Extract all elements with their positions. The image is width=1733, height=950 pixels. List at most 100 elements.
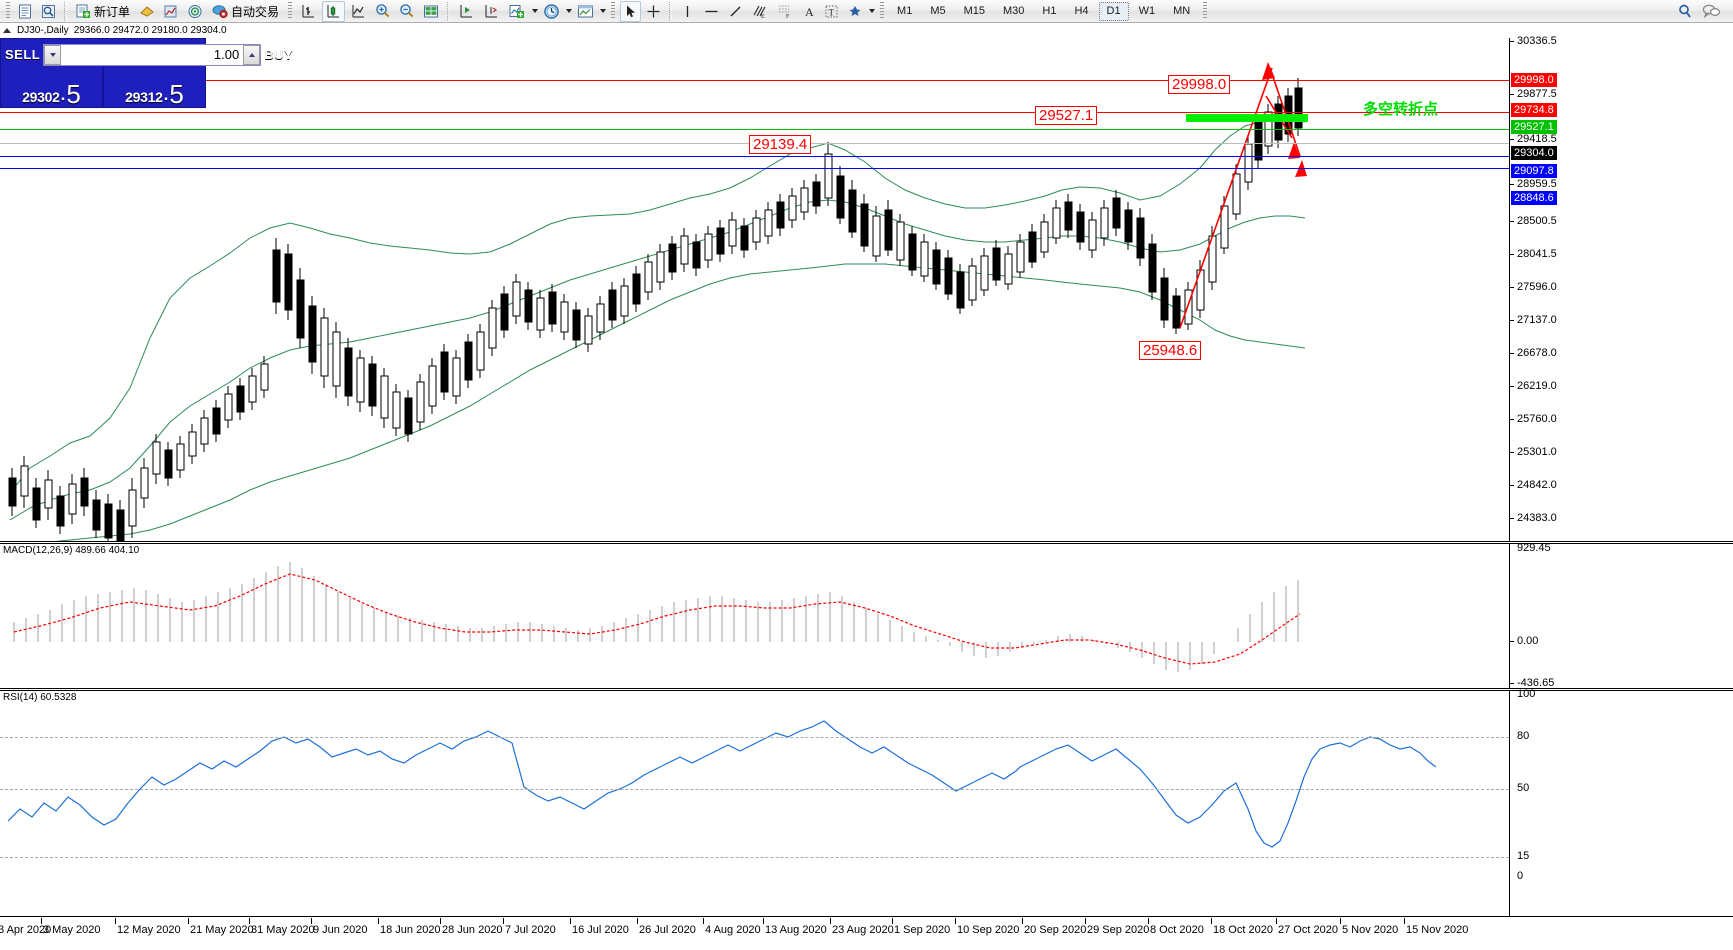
- resistance-label-29998[interactable]: 29998.0: [1168, 75, 1231, 94]
- resistance-line-29998[interactable]: [0, 80, 1509, 81]
- volume-increase-icon[interactable]: [243, 44, 261, 65]
- timeframe-m5[interactable]: M5: [930, 5, 946, 17]
- trendline-tool-icon[interactable]: [725, 1, 746, 22]
- rsi-tick-15: 15: [1517, 850, 1530, 862]
- indicators-dropdown-caret-icon[interactable]: [530, 9, 539, 13]
- svg-text:F: F: [786, 14, 790, 19]
- macd-series: [13, 562, 1301, 672]
- one-click-trading-panel: SELL BUY 29302 . 5 29312 . 5: [0, 38, 293, 108]
- support-label-29139[interactable]: 29139.4: [749, 135, 812, 154]
- toolbar-grip-4[interactable]: [611, 2, 616, 20]
- rsi-tick-0: 0: [1517, 870, 1524, 882]
- crosshair-tool-icon[interactable]: [643, 1, 664, 22]
- toolbar-grip-2[interactable]: [288, 2, 293, 20]
- turning-point-zone[interactable]: [1186, 114, 1308, 122]
- toolbar-separator-5: [669, 1, 673, 21]
- price-tick-24842: 24842.0: [1510, 479, 1557, 491]
- chat-icon[interactable]: [1699, 1, 1724, 22]
- price-tag-29998: 29998.0: [1511, 73, 1557, 87]
- market-watch-icon[interactable]: [38, 1, 59, 22]
- price-tick-26219: 26219.0: [1510, 380, 1557, 392]
- svg-text:E: E: [761, 14, 765, 19]
- candlestick-chart-icon[interactable]: [322, 0, 346, 22]
- candlestick-series: [8, 62, 1307, 541]
- main-toolbar: 新订单 自动交易: [0, 0, 1733, 23]
- low-label-25948[interactable]: 25948.6: [1139, 341, 1202, 360]
- templates-dropdown-caret-icon[interactable]: [598, 9, 607, 13]
- new-order-button[interactable]: 新订单: [72, 1, 134, 22]
- timeframe-h4[interactable]: H4: [1074, 5, 1089, 17]
- auto-scroll-icon[interactable]: [480, 1, 503, 22]
- ask-price[interactable]: 29312 . 5: [102, 67, 205, 107]
- price-scale[interactable]: 30336.5 29998.0 29877.5 29734.8 29527.1 …: [1509, 35, 1733, 656]
- new-order-label: 新订单: [94, 4, 131, 19]
- timeframe-m15[interactable]: M15: [963, 5, 985, 17]
- search-icon[interactable]: [1674, 1, 1697, 22]
- collapse-triangle-icon[interactable]: [3, 28, 11, 33]
- toolbar-grip-7[interactable]: [1203, 2, 1208, 20]
- rsi-plot[interactable]: [0, 691, 1509, 916]
- horizontal-line-tool-icon[interactable]: [700, 1, 723, 22]
- arrows-tool-icon[interactable]: [844, 1, 866, 22]
- volume-decrease-icon[interactable]: [44, 44, 62, 65]
- tile-windows-icon[interactable]: [420, 1, 442, 22]
- vertical-line-tool-icon[interactable]: [677, 1, 698, 22]
- custom-indicator-icon[interactable]: [160, 1, 182, 22]
- expert-advisor-icon[interactable]: [136, 1, 158, 22]
- text-tool-icon[interactable]: A: [798, 1, 819, 22]
- timeframe-m1[interactable]: M1: [897, 5, 913, 17]
- price-tick-25301: 25301.0: [1510, 446, 1557, 458]
- macd-scale[interactable]: 929.45 0.00 -436.65: [1509, 542, 1733, 689]
- rsi-scale[interactable]: 100 80 50 15 0: [1509, 688, 1733, 916]
- support-line-29097[interactable]: [0, 156, 1509, 157]
- macd-tick-zero: 0.00: [1510, 635, 1538, 647]
- price-tick-26678: 26678.0: [1510, 347, 1557, 359]
- bar-chart-icon[interactable]: [297, 1, 320, 22]
- zoom-in-icon[interactable]: [372, 1, 394, 22]
- fibonacci-tool-icon[interactable]: F: [773, 1, 796, 22]
- resistance-line-29734[interactable]: [0, 112, 1509, 113]
- timeframe-h1[interactable]: H1: [1042, 5, 1057, 17]
- turning-point-label[interactable]: 多空转折点: [1363, 100, 1439, 118]
- volume-stepper[interactable]: [43, 43, 262, 66]
- date-axis[interactable]: 3 Apr 2020 3 May 2020 12 May 2020 21 May…: [0, 918, 1733, 950]
- timeframe-d1[interactable]: D1: [1098, 1, 1129, 21]
- sell-button[interactable]: SELL: [5, 47, 41, 62]
- volume-input[interactable]: [61, 46, 244, 63]
- cursor-tool-icon[interactable]: [620, 0, 642, 22]
- toolbar-grip-6[interactable]: [880, 2, 885, 20]
- toolbar-grip[interactable]: [6, 2, 10, 20]
- bid-price-fraction: 5: [66, 78, 81, 109]
- price-plot[interactable]: 29139.4 29527.1 29998.0 25948.6 多空转折点: [0, 38, 1509, 541]
- chart-shift-icon[interactable]: [455, 1, 478, 22]
- period-clock-icon[interactable]: [540, 1, 563, 22]
- terminal-icon[interactable]: [15, 1, 36, 22]
- zoom-out-icon[interactable]: [396, 1, 418, 22]
- toolbar-separator: [64, 1, 67, 21]
- indicators-icon[interactable]: [505, 1, 529, 22]
- ask-price-separator: .: [163, 85, 169, 104]
- support-line-28848[interactable]: [0, 168, 1509, 169]
- rsi-tick-50: 50: [1517, 782, 1530, 794]
- auto-trading-button[interactable]: 自动交易: [208, 1, 283, 22]
- bid-price[interactable]: 29302 . 5: [1, 67, 102, 107]
- text-label-tool-icon[interactable]: T: [821, 1, 842, 22]
- templates-icon[interactable]: [574, 1, 597, 22]
- price-tick-28959: 28959.5: [1510, 178, 1557, 190]
- price-tick-24383: 24383.0: [1510, 512, 1557, 524]
- period-dropdown-caret-icon[interactable]: [564, 9, 573, 13]
- line-chart-icon[interactable]: [347, 1, 370, 22]
- macd-tick-max: 929.45: [1517, 542, 1551, 554]
- timeframe-m30[interactable]: M30: [1003, 5, 1025, 17]
- scripts-icon[interactable]: [184, 1, 206, 22]
- timeframe-mn[interactable]: MN: [1173, 5, 1191, 17]
- pivot-line-29527[interactable]: [0, 129, 1509, 130]
- arrows-dropdown-caret-icon[interactable]: [867, 9, 876, 13]
- macd-pane: MACD(12,26,9) 489.66 404.10: [0, 542, 1733, 689]
- buy-button[interactable]: BUY: [264, 47, 294, 62]
- timeframe-w1[interactable]: W1: [1138, 5, 1156, 17]
- pivot-label-29527[interactable]: 29527.1: [1035, 106, 1098, 125]
- macd-plot[interactable]: [0, 544, 1509, 688]
- equidistant-channel-tool-icon[interactable]: E: [748, 1, 771, 22]
- rsi-level-15: [0, 857, 1509, 858]
